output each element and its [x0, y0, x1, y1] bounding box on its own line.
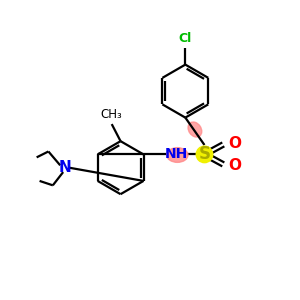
Text: CH₃: CH₃: [100, 108, 122, 121]
Text: Cl: Cl: [179, 32, 192, 46]
Text: N: N: [58, 160, 71, 175]
Text: NH: NH: [165, 147, 188, 161]
Text: O: O: [228, 136, 241, 151]
Circle shape: [196, 146, 213, 163]
Text: S: S: [199, 146, 211, 164]
Text: O: O: [228, 158, 241, 173]
Ellipse shape: [188, 122, 202, 137]
Ellipse shape: [167, 148, 188, 162]
